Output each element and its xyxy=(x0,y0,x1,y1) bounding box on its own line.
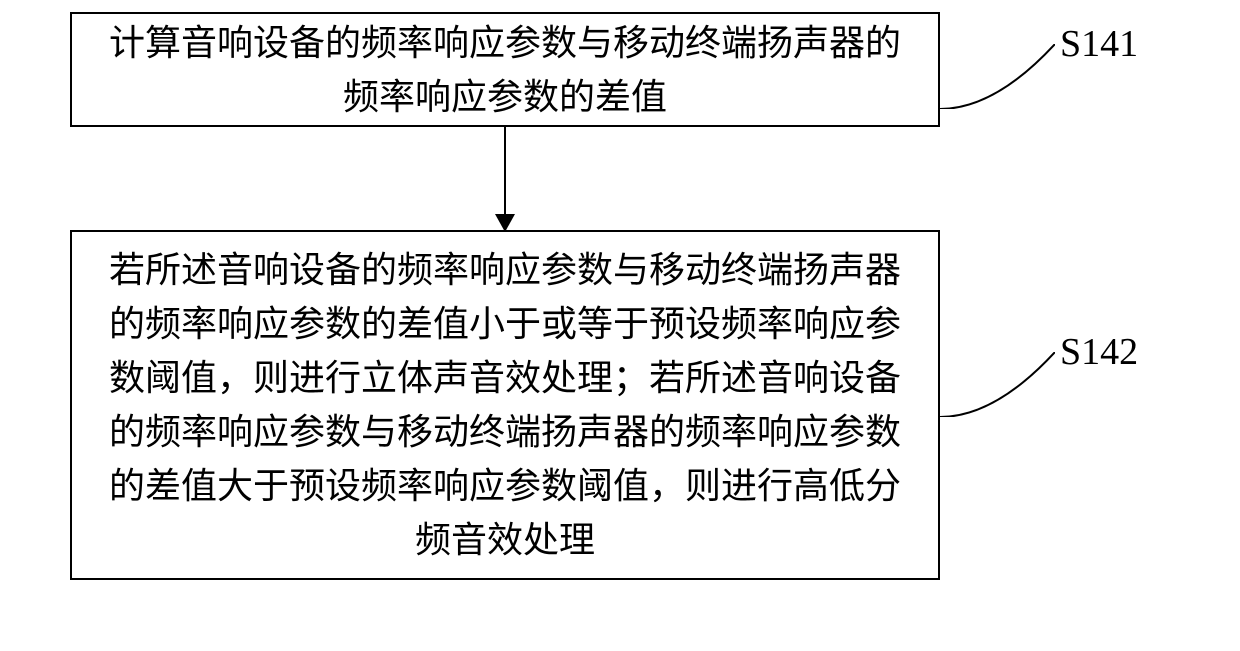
step-label-1: S141 xyxy=(1060,22,1138,66)
box-1-text: 计算音响设备的频率响应参数与移动终端扬声器的频率响应参数的差值 xyxy=(92,16,918,124)
connector-curve-2 xyxy=(940,352,1055,417)
flowchart-box-1: 计算音响设备的频率响应参数与移动终端扬声器的频率响应参数的差值 xyxy=(70,12,940,127)
step-label-2: S142 xyxy=(1060,330,1138,374)
flowchart-arrow xyxy=(504,127,506,230)
connector-curve-1 xyxy=(940,44,1055,109)
flowchart-box-2: 若所述音响设备的频率响应参数与移动终端扬声器的频率响应参数的差值小于或等于预设频… xyxy=(70,230,940,580)
flowchart-container: 计算音响设备的频率响应参数与移动终端扬声器的频率响应参数的差值 若所述音响设备的… xyxy=(0,0,1240,651)
box-2-text: 若所述音响设备的频率响应参数与移动终端扬声器的频率响应参数的差值小于或等于预设频… xyxy=(92,243,918,567)
